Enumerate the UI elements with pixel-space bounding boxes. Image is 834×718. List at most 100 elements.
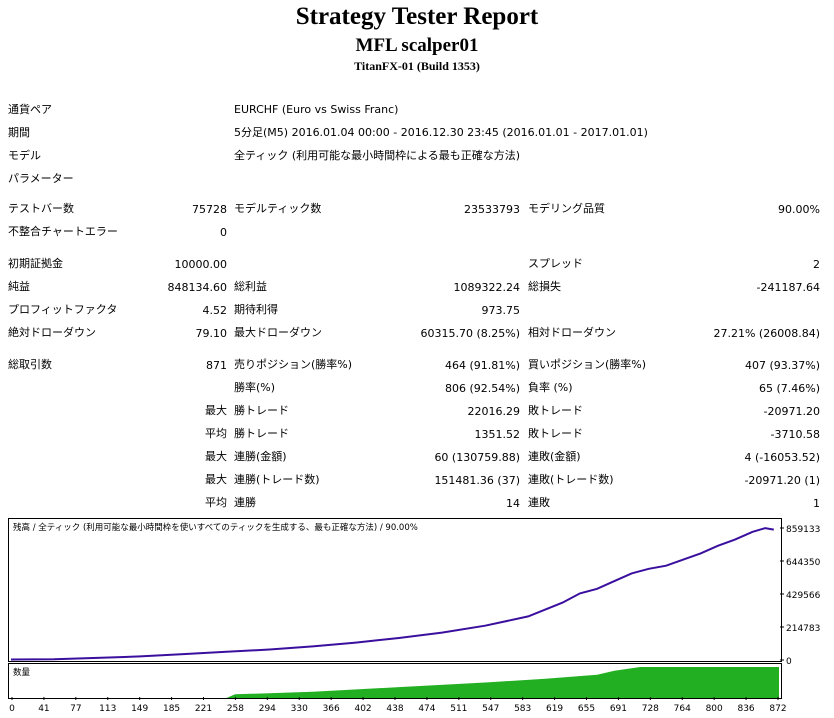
gross-loss-label: 総損失 (528, 280, 561, 293)
average-consecutive-label: 平均 (205, 496, 227, 509)
average-label: 平均 (205, 427, 227, 440)
volume-chart-svg: 数量 (11, 667, 779, 698)
spread-label: スプレッド (528, 257, 583, 270)
symbol-value: EURCHF (Euro vs Swiss Franc) (234, 103, 399, 116)
balance-chart: 残高 / 全ティック (利用可能な最小時間枠を使いすべてのティックを生成する、最… (8, 518, 782, 662)
largest-label: 最大 (205, 404, 227, 417)
consecutive-wins-label: 連勝(金額) (234, 450, 287, 463)
gross-loss-value: -241187.64 (756, 281, 820, 294)
test-bars-label: テストバー数 (8, 202, 74, 215)
consecutive-losses-label: 連敗(金額) (528, 450, 581, 463)
average-consecutive-wins-value: 14 (506, 497, 520, 510)
broker-build: TitanFX-01 (Build 1353) (354, 59, 480, 73)
modeling-quality-label: モデリング品質 (528, 202, 605, 215)
initial-deposit-value: 10000.00 (174, 258, 228, 271)
balance-y-tick-label: 0 (786, 657, 792, 667)
volume-x-tick-label: 691 (610, 704, 627, 714)
volume-x-tick-label: 583 (514, 704, 531, 714)
mismatch-errors-value: 0 (220, 226, 227, 239)
win-rate-label: 勝率(%) (234, 381, 276, 394)
consecutive-profit-value: 151481.36 (37) (434, 474, 520, 487)
volume-chart-title: 数量 (13, 667, 31, 678)
volume-x-tick-label: 77 (70, 704, 81, 714)
long-positions-value: 407 (93.37%) (744, 359, 820, 372)
volume-area (11, 667, 779, 698)
average-consecutive-wins-label: 連勝 (234, 496, 256, 509)
volume-x-tick-label: 294 (259, 704, 276, 714)
long-positions-label: 買いポジション(勝率%) (528, 358, 647, 371)
balance-y-tick-label: 859133 (786, 525, 820, 535)
consecutive-profit-label: 連勝(トレード数) (234, 473, 320, 486)
average-consecutive-losses-value: 1 (813, 497, 820, 510)
volume-x-axis: 0 41 77 113 149 185 221 258 294 330 366 402 438 474 51… (9, 697, 787, 714)
largest-loss-label: 敗トレード (528, 404, 583, 417)
average-win-value: 1351.52 (474, 428, 521, 441)
expected-payoff-label: 期待利得 (234, 303, 278, 316)
period-value: 5分足(M5) 2016.01.04 00:00 - 2016.12.30 23… (234, 126, 648, 139)
model-ticks-label: モデルティック数 (234, 202, 322, 215)
gross-profit-label: 総利益 (234, 280, 267, 293)
volume-x-tick-label: 0 (9, 704, 15, 714)
average-loss-value: -3710.58 (770, 428, 820, 441)
balance-chart-title: 残高 / 全ティック (利用可能な最小時間枠を使いすべてのティックを生成する、最… (13, 522, 418, 533)
balance-y-tick-label: 214783 (786, 624, 820, 634)
total-trades-label: 総取引数 (8, 358, 52, 371)
net-profit-label: 純益 (8, 280, 30, 293)
consecutive-loss-value: -20971.20 (1) (744, 474, 820, 487)
consecutive-wins-value: 60 (130759.88) (434, 451, 520, 464)
volume-x-tick-label: 728 (642, 704, 659, 714)
volume-x-tick-label: 149 (131, 704, 148, 714)
short-positions-value: 464 (91.81%) (444, 359, 520, 372)
average-loss-label: 敗トレード (528, 427, 583, 440)
largest-loss-value: -20971.20 (763, 405, 820, 418)
balance-y-tick-label: 644350 (786, 558, 821, 568)
volume-x-tick-label: 474 (418, 704, 435, 714)
relative-drawdown-value: 27.21% (26008.84) (713, 327, 820, 340)
balance-line (10, 527, 774, 661)
absolute-drawdown-label: 絶対ドローダウン (8, 326, 96, 339)
initial-deposit-label: 初期証拠金 (8, 257, 63, 270)
test-bars-value: 75728 (192, 203, 227, 216)
loss-rate-value: 65 (7.46%) (758, 382, 820, 395)
symbol-label: 通貨ペア (8, 103, 52, 116)
short-positions-label: 売りポジション(勝率%) (234, 358, 353, 371)
mismatch-errors-label: 不整合チャートエラー (8, 225, 118, 238)
volume-x-tick-label: 113 (99, 704, 116, 714)
balance-y-axis: 859133 644350 429566 214783 0 (780, 525, 821, 667)
report-title: Strategy Tester Report (295, 3, 539, 30)
consecutive-loss-label: 連敗(トレード数) (528, 473, 614, 486)
volume-x-tick-label: 655 (578, 704, 595, 714)
modeling-quality-value: 90.00% (778, 203, 820, 216)
relative-drawdown-label: 相対ドローダウン (528, 326, 616, 339)
volume-x-tick-label: 185 (163, 704, 180, 714)
volume-x-tick-label: 547 (482, 704, 499, 714)
volume-x-tick-label: 764 (674, 704, 691, 714)
model-label: モデル (8, 149, 41, 162)
max-consecutive-label: 最大 (205, 450, 227, 463)
volume-x-tick-label: 258 (227, 704, 244, 714)
max-consecutive-count-label: 最大 (205, 473, 227, 486)
absolute-drawdown-value: 79.10 (195, 327, 228, 340)
gross-profit-value: 1089322.24 (453, 281, 520, 294)
volume-x-tick-label: 438 (386, 704, 403, 714)
volume-x-tick-label: 511 (450, 704, 467, 714)
average-win-label: 勝トレード (234, 427, 289, 440)
profit-factor-value: 4.52 (202, 304, 228, 317)
volume-chart: 数量 (8, 663, 782, 699)
model-ticks-value: 23533793 (464, 203, 520, 216)
spread-value: 2 (813, 258, 820, 271)
model-value: 全ティック (利用可能な最小時間枠による最も正確な方法) (234, 149, 521, 162)
balance-y-tick-label: 429566 (786, 591, 821, 601)
period-label: 期間 (8, 126, 30, 139)
balance-chart-svg: 残高 / 全ティック (利用可能な最小時間枠を使いすべてのティックを生成する、最… (10, 522, 774, 661)
volume-x-tick-label: 330 (291, 704, 308, 714)
maximal-drawdown-label: 最大ドローダウン (234, 326, 322, 339)
volume-x-tick-label: 402 (354, 704, 371, 714)
consecutive-losses-value: 4 (-16053.52) (744, 451, 820, 464)
loss-rate-label: 負率 (%) (528, 381, 573, 394)
volume-x-tick-label: 366 (323, 704, 340, 714)
win-rate-value: 806 (92.54%) (444, 382, 520, 395)
volume-x-tick-label: 41 (38, 704, 49, 714)
volume-x-tick-label: 872 (769, 704, 786, 714)
parameters-label: パラメーター (8, 172, 74, 185)
